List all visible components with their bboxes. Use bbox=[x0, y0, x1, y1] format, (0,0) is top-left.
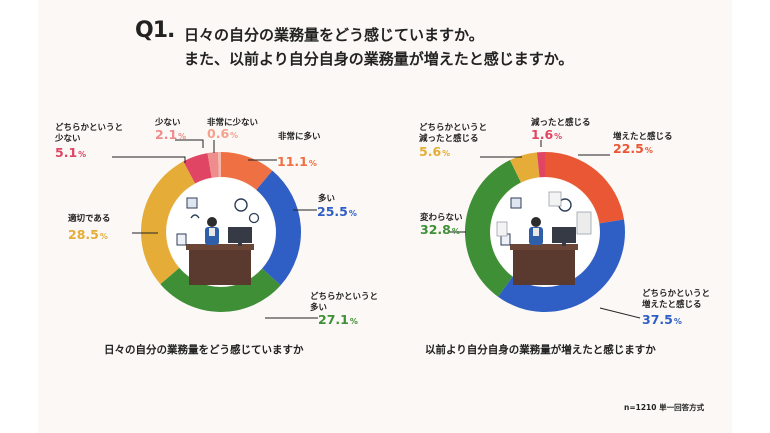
chart-2-caption: 以前より自分自身の業務量が増えたと感じますか bbox=[425, 344, 656, 356]
chart-2-label-1: 増えたと感じる bbox=[613, 132, 673, 142]
chart-1-slice-2 bbox=[256, 170, 302, 286]
chart-1-label-7: 非常に少ない bbox=[207, 118, 259, 128]
chart-1-label-6: 少ない bbox=[155, 118, 181, 128]
chart-1-slice-7 bbox=[217, 152, 221, 178]
chart-2-label-4: どちらかというと 減ったと感じる bbox=[419, 123, 488, 144]
chart-1-label-4: 適切である bbox=[68, 214, 111, 224]
chart-2-value-3: 32.8% bbox=[420, 222, 460, 237]
chart-2-label-3: 変わらない bbox=[420, 213, 463, 223]
question-line-2: また、以前より自分自身の業務量が増えたと感じますか。 bbox=[184, 50, 574, 68]
chart-1-caption: 日々の自分の業務量をどう感じていますか bbox=[104, 344, 304, 356]
office-worker-illustration-1 bbox=[167, 178, 275, 286]
chart-1-leader-6 bbox=[175, 139, 204, 148]
chart-1-label-2: 多い bbox=[318, 194, 336, 204]
chart-2-value-2: 37.5% bbox=[642, 312, 682, 327]
chart-2-value-1: 22.5% bbox=[613, 141, 653, 156]
chart-1-value-7: 0.6% bbox=[207, 126, 239, 141]
sample-note: n=1210 単一回答方式 bbox=[624, 403, 705, 412]
chart-1-leader-5 bbox=[112, 156, 186, 163]
chart-1-slice-1 bbox=[221, 152, 273, 190]
chart-1-label-1: 非常に多い bbox=[278, 132, 321, 142]
chart-2-label-2: どちらかというと 増えたと感じる bbox=[642, 289, 711, 310]
chart-1-value-5: 5.1% bbox=[55, 145, 87, 160]
chart-2-slice-5 bbox=[536, 152, 545, 178]
chart-2-value-5: 1.6% bbox=[531, 127, 563, 142]
chart-1-value-1: 11.1% bbox=[277, 154, 317, 169]
chart-1-value-3: 27.1% bbox=[318, 312, 358, 327]
chart-2-slice-2 bbox=[497, 219, 625, 313]
office-worker-illustration-2 bbox=[491, 178, 599, 286]
chart-1-slice-5 bbox=[183, 153, 212, 184]
chart-1-slice-4 bbox=[140, 161, 196, 285]
chart-2-slice-3 bbox=[465, 160, 521, 297]
chart-1-value-2: 25.5% bbox=[317, 204, 357, 219]
question-number: Q1. bbox=[135, 18, 175, 43]
chart-1-label-3: どちらかというと 多い bbox=[310, 292, 379, 313]
chart-1-value-4: 28.5% bbox=[68, 227, 108, 242]
question-line-1: 日々の自分の業務量をどう感じていますか。 bbox=[184, 26, 484, 44]
chart-2-slice-4 bbox=[510, 152, 540, 183]
chart-2-label-5: 減ったと感じる bbox=[531, 118, 591, 128]
chart-2-leader-2 bbox=[599, 307, 641, 319]
chart-2-value-4: 5.6% bbox=[419, 144, 451, 159]
chart-1-slice-6 bbox=[207, 152, 219, 178]
chart-1-value-6: 2.1% bbox=[155, 127, 187, 142]
chart-1-label-5: どちらかというと 少ない bbox=[55, 123, 124, 144]
chart-2-slice-1 bbox=[545, 152, 625, 224]
